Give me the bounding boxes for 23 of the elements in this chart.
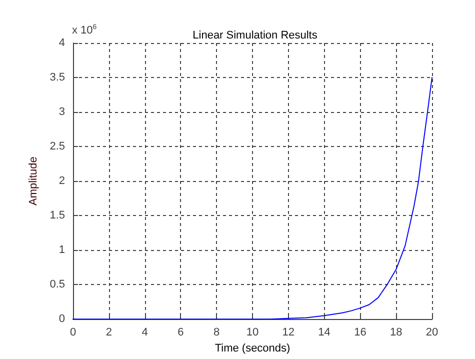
- y-tick-label: 0: [58, 313, 65, 326]
- y-axis-title: Amplitude: [27, 156, 40, 206]
- y-tick-label: 2: [58, 175, 65, 188]
- y-tick-label: 4: [58, 37, 65, 49]
- x-tick-label: 0: [70, 326, 76, 339]
- x-tick-label: 20: [426, 326, 438, 339]
- x-tick-label: 10: [246, 326, 259, 339]
- chart-title: Linear Simulation Results: [192, 30, 318, 42]
- x-tick-label: 2: [106, 326, 112, 339]
- y-tick-label: 3: [58, 106, 65, 118]
- y-tick-label: 2.5: [50, 140, 65, 153]
- x-tick-label: 14: [318, 326, 330, 339]
- x-tick-label: 4: [142, 326, 148, 339]
- x-tick-label: 8: [214, 326, 220, 339]
- x-tick-label: 12: [282, 326, 295, 339]
- x-tick-label: 18: [390, 326, 402, 339]
- x-tick-label: 6: [178, 326, 184, 339]
- y-tick-label: 1.5: [50, 210, 65, 222]
- y-tick-label: 0.5: [50, 278, 65, 291]
- y-tick-label: 1: [58, 244, 65, 256]
- x-axis-title: Time (seconds): [214, 342, 290, 354]
- y-tick-label: 3.5: [50, 72, 65, 84]
- x-tick-label: 16: [354, 326, 366, 339]
